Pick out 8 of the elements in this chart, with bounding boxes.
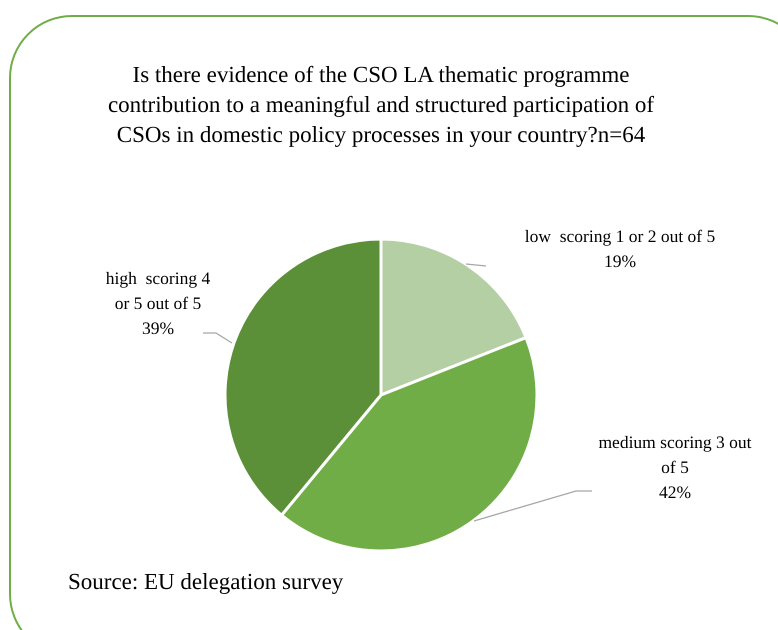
data-label: 19% <box>604 251 636 271</box>
chart-title: Is there evidence of the CSO LA thematic programme contribution to a meaningful and structured participation of CSOs in domestic policy processes in your country?n=64 <box>108 62 654 147</box>
data-label: 42% <box>658 482 692 502</box>
slice-label: low scoring 1 or 2 out of 5 <box>524 226 716 246</box>
slice-label: medium scoring 3 out of 5 <box>598 432 752 477</box>
source-note: Source: EU delegation survey <box>68 569 344 594</box>
data-label: 39% <box>142 318 174 338</box>
slice-label: high scoring 4 or 5 out of 5 <box>106 268 210 313</box>
